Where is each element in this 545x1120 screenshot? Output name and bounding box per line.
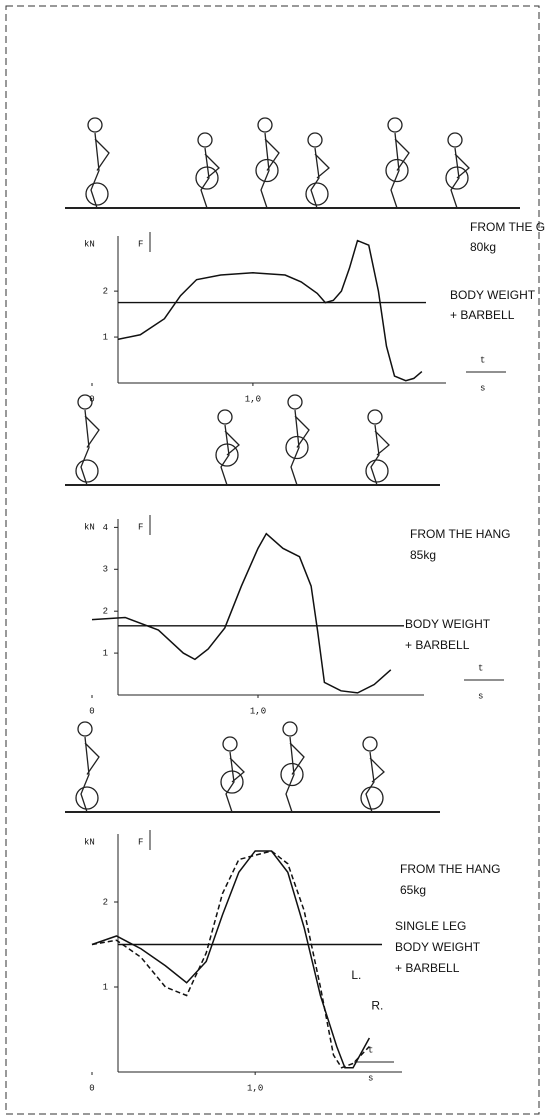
y-tick-label: 4 — [103, 523, 108, 533]
head — [88, 118, 102, 132]
y-label: F — [138, 239, 143, 249]
y-tick-label: 2 — [103, 897, 108, 907]
x-tick-label: 1,0 — [245, 394, 261, 404]
force-curve — [92, 851, 369, 1068]
head — [198, 133, 212, 147]
force-curve — [118, 241, 422, 381]
x-unit: s — [480, 383, 485, 393]
series-label: R. — [371, 999, 383, 1013]
series-label: L. — [351, 968, 361, 982]
y-tick-label: 1 — [103, 332, 108, 342]
reference-label: BODY WEIGHT — [395, 940, 481, 954]
x-tick-label: 1,0 — [247, 1083, 263, 1093]
y-unit: kN — [84, 837, 95, 847]
reference-label: + BARBELL — [405, 638, 470, 652]
barbell-plate — [76, 460, 98, 482]
x-tick-label: 1,0 — [250, 706, 266, 716]
head — [308, 133, 322, 147]
annotation: SINGLE LEG — [395, 919, 466, 933]
barbell-plate — [306, 183, 328, 205]
annotation: FROM THE HANG — [400, 862, 500, 876]
body — [261, 133, 269, 208]
x-unit: s — [478, 691, 483, 701]
annotation: 80kg — [470, 240, 496, 254]
annotation: 85kg — [410, 548, 436, 562]
annotation: 65kg — [400, 883, 426, 897]
head — [288, 395, 302, 409]
head — [218, 410, 232, 424]
y-unit: kN — [84, 522, 95, 532]
stick-figures — [76, 118, 469, 812]
barbell-plate — [361, 787, 383, 809]
barbell-plate — [366, 460, 388, 482]
body — [286, 737, 294, 812]
x-tick-label: 0 — [89, 1083, 94, 1093]
reference-label: + BARBELL — [450, 308, 515, 322]
x-unit: s — [368, 1073, 373, 1083]
y-tick-label: 2 — [103, 287, 108, 297]
head — [363, 737, 377, 751]
reference-label: + BARBELL — [395, 961, 460, 975]
y-unit: kN — [84, 239, 95, 249]
x-label: t — [478, 663, 483, 673]
x-label: t — [480, 355, 485, 365]
y-label: F — [138, 837, 143, 847]
y-tick-label: 1 — [103, 982, 108, 992]
head — [388, 118, 402, 132]
x-tick-label: 0 — [89, 394, 94, 404]
x-tick-label: 0 — [89, 706, 94, 716]
force-curve — [92, 534, 391, 693]
y-tick-label: 1 — [103, 648, 108, 658]
body — [81, 410, 89, 485]
annotation: FROM THE GROUND — [470, 220, 545, 234]
y-label: F — [138, 522, 143, 532]
body — [81, 737, 89, 812]
body — [391, 133, 399, 208]
body — [291, 410, 299, 485]
head — [258, 118, 272, 132]
reference-label: BODY WEIGHT — [405, 617, 491, 631]
y-tick-label: 2 — [103, 607, 108, 617]
head — [78, 722, 92, 736]
force-curve — [92, 851, 369, 1068]
reference-label: BODY WEIGHT — [450, 288, 536, 302]
head — [448, 133, 462, 147]
head — [368, 410, 382, 424]
body — [91, 133, 99, 208]
annotation: FROM THE HANG — [410, 527, 510, 541]
y-tick-label: 3 — [103, 565, 108, 575]
barbell-plate — [76, 787, 98, 809]
figure: kN Ft s 1 2 0 1,0 BODY WEIGHT + BARBELL FROM THE … — [0, 0, 545, 1120]
head — [283, 722, 297, 736]
head — [223, 737, 237, 751]
barbell-plate — [86, 183, 108, 205]
